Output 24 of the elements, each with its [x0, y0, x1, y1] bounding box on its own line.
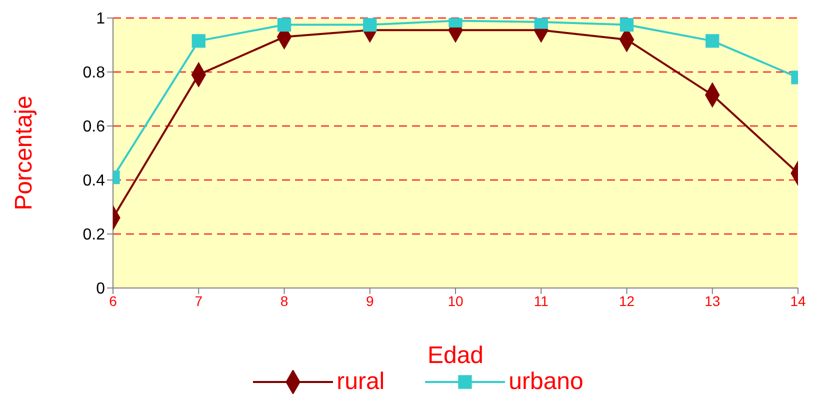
y-tick-label: 0.2	[82, 226, 106, 244]
y-axis-title: Porcentaje	[10, 96, 38, 210]
x-tick-label: 8	[280, 292, 288, 309]
x-tick-label: 11	[534, 292, 549, 309]
y-tick-label: 0.4	[82, 172, 106, 190]
x-tick-label: 14	[790, 292, 806, 309]
legend-label: rural	[336, 368, 385, 396]
point	[706, 34, 720, 48]
x-tick-label: 7	[194, 292, 203, 309]
point	[277, 18, 292, 32]
point	[192, 34, 206, 48]
legend-label: urbano	[508, 368, 584, 396]
x-tick-label: 6	[109, 292, 118, 309]
x-tick-label: 13	[704, 292, 720, 309]
x-tick-label: 9	[366, 292, 374, 309]
x-tick-label: 10	[448, 292, 464, 309]
y-tick-label: 0.6	[82, 118, 106, 136]
y-tick-label: 0.8	[82, 64, 106, 82]
x-axis-title: Edad	[427, 342, 484, 369]
y-tick-label: 1	[96, 10, 106, 28]
point	[620, 18, 634, 32]
y-tick-label: 0	[96, 280, 106, 298]
x-tick-label: 12	[618, 292, 635, 309]
point	[363, 18, 377, 32]
